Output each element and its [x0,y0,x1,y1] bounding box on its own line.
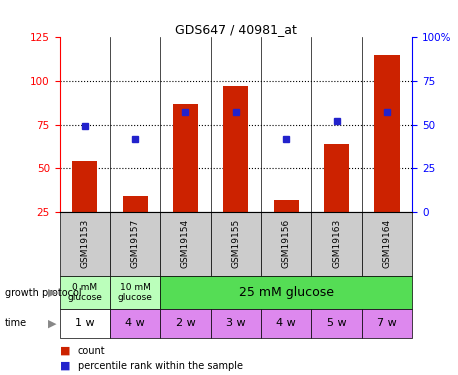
Text: GSM19154: GSM19154 [181,219,190,268]
Bar [160,309,211,338]
Text: 4 w: 4 w [276,318,296,328]
Bar [173,104,198,212]
Text: GSM19157: GSM19157 [131,219,140,268]
Bar [261,212,311,276]
Text: percentile rank within the sample: percentile rank within the sample [78,361,243,370]
Title: GDS647 / 40981_at: GDS647 / 40981_at [175,23,297,36]
Text: GSM19163: GSM19163 [332,219,341,268]
Text: 25 mM glucose: 25 mM glucose [239,286,334,299]
Bar [60,276,110,309]
Bar [273,200,299,212]
Bar [60,309,110,338]
Text: 7 w: 7 w [377,318,397,328]
Text: 3 w: 3 w [226,318,245,328]
Text: GSM19156: GSM19156 [282,219,291,268]
Bar [110,309,160,338]
Bar [72,161,97,212]
Text: GSM19164: GSM19164 [382,219,392,268]
Text: ▶: ▶ [48,288,57,297]
Bar [160,212,211,276]
Bar [311,309,362,338]
Text: 1 w: 1 w [75,318,94,328]
Text: ■: ■ [60,346,70,355]
Bar [223,86,248,212]
Text: 10 mM
glucose: 10 mM glucose [118,283,153,302]
Bar [110,276,160,309]
Bar [261,309,311,338]
Text: ▶: ▶ [48,318,57,328]
Text: time: time [5,318,27,328]
Text: GSM19153: GSM19153 [80,219,89,268]
Text: 4 w: 4 w [125,318,145,328]
Text: 0 mM
glucose: 0 mM glucose [67,283,102,302]
Bar [60,212,110,276]
Text: ■: ■ [60,361,70,370]
Bar [311,212,362,276]
Bar [211,212,261,276]
Text: 2 w: 2 w [175,318,196,328]
Text: 5 w: 5 w [327,318,346,328]
Bar [160,276,412,309]
Bar [110,212,160,276]
Bar [122,196,147,212]
Bar [324,144,349,212]
Text: growth protocol: growth protocol [5,288,81,297]
Bar [374,55,399,212]
Bar [362,309,412,338]
Bar [211,309,261,338]
Bar [362,212,412,276]
Text: count: count [78,346,105,355]
Text: GSM19155: GSM19155 [231,219,240,268]
